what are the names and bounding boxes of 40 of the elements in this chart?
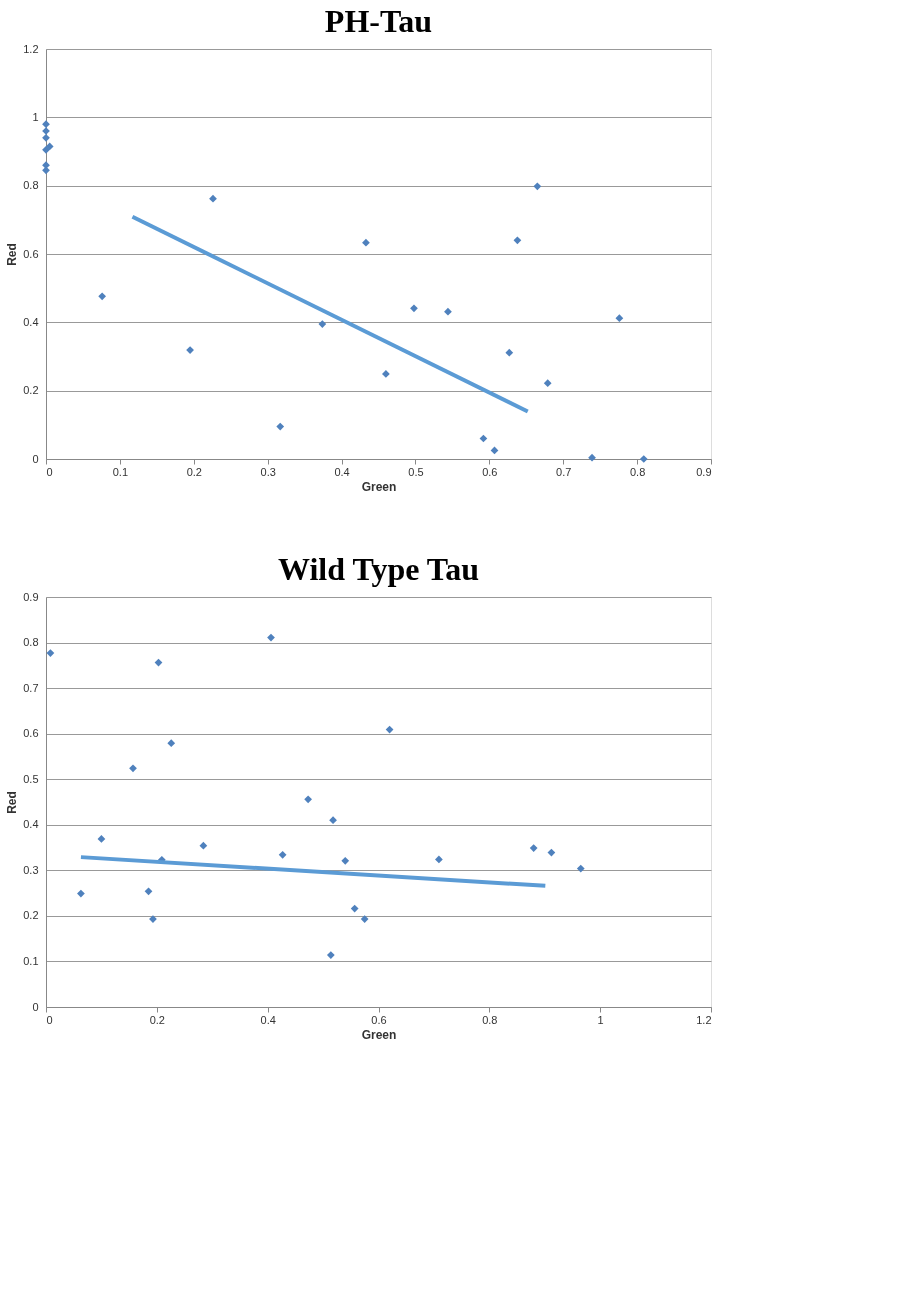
x-tick-label: 0.5 (408, 465, 424, 478)
x-tick-label: 0.3 (260, 465, 276, 478)
y-tick-label: 0.6 (23, 247, 39, 260)
x-tick-label: 0 (46, 465, 53, 478)
x-tick-label: 0.8 (629, 465, 646, 478)
y-tick-label: 0.8 (23, 179, 39, 192)
x-tick-label: 0 (46, 1013, 53, 1026)
x-tick-label: 0.4 (334, 465, 350, 478)
x-tick-label: 0.6 (371, 1013, 387, 1026)
x-tick-label: 1 (597, 1013, 604, 1026)
x-tick-label: 0.2 (149, 1013, 165, 1026)
x-axis-title: Green (361, 479, 397, 494)
y-axis-title: Red (5, 243, 20, 266)
y-tick-label: 0.4 (23, 315, 39, 328)
y-tick-label: 0.4 (23, 818, 39, 831)
y-axis-title: Red (5, 791, 20, 814)
y-tick-label: 0.9 (23, 590, 39, 603)
x-tick-label: 0.1 (112, 465, 129, 478)
y-tick-label: 1.2 (23, 42, 39, 55)
x-tick-label: 0.9 (696, 465, 712, 478)
y-tick-label: 0.7 (23, 681, 39, 694)
y-tick-label: 0.1 (23, 954, 39, 967)
y-tick-label: 0.5 (23, 772, 39, 785)
y-tick-label: 0.8 (23, 636, 39, 649)
y-tick-label: 0.3 (23, 863, 39, 876)
y-tick-label: 0 (32, 1000, 39, 1013)
x-tick-label: 0.8 (482, 1013, 498, 1026)
y-tick-label: 1 (32, 110, 39, 123)
y-tick-label: 0 (32, 452, 39, 465)
x-axis-title: Green (361, 1027, 397, 1042)
y-tick-label: 0.6 (23, 727, 39, 740)
chart-title: Wild Type Tau (277, 551, 480, 587)
x-tick-label: 0.4 (260, 1013, 276, 1026)
y-tick-label: 0.2 (23, 384, 39, 397)
y-tick-label: 0.2 (23, 909, 39, 922)
x-tick-label: 0.7 (556, 465, 572, 478)
x-tick-label: 0.6 (482, 465, 498, 478)
x-tick-label: 0.2 (186, 465, 202, 478)
chart-title: PH-Tau (324, 3, 433, 39)
x-tick-label: 1.2 (696, 1013, 712, 1026)
